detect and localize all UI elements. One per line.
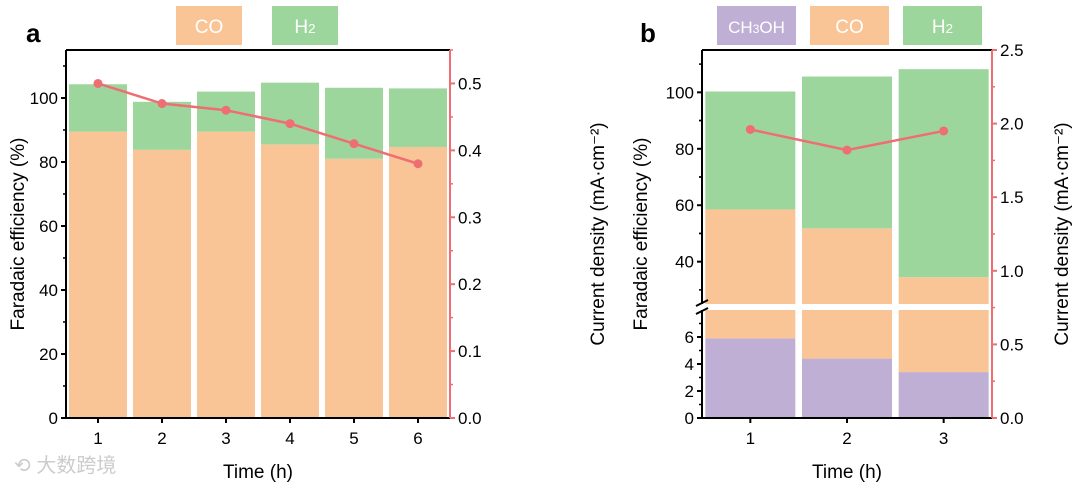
current-density-point: [221, 105, 231, 115]
panel-b: b CH3OH CO H2 40 60 80 100 0 2 4 6 0.0 0.5 1.0 1.5 2.0 2.…: [631, 6, 1073, 483]
y-tick-label: 2: [685, 382, 694, 401]
current-density-point: [842, 145, 852, 155]
bar-co: [705, 310, 796, 339]
y-tick-label: 6: [685, 328, 694, 347]
legend-swatch-co: [176, 6, 242, 45]
y-axis-title: Faradaic efficiency (%): [631, 138, 652, 331]
current-density-point: [93, 78, 103, 88]
y-right-tick-label: 1.5: [1000, 188, 1024, 207]
y-tick-label: 60: [39, 217, 58, 236]
y-right-tick-label: 0.0: [1000, 409, 1024, 428]
y-tick-label: 100: [30, 89, 58, 108]
legend-label-h2: H2: [294, 17, 315, 38]
y-tick-label: 40: [675, 253, 694, 272]
y-tick-label: 40: [39, 281, 58, 300]
current-density-point: [939, 126, 949, 136]
y-right-axis-title: Current density (mA·cm⁻²): [588, 122, 609, 345]
axis-break-mark: [695, 299, 709, 307]
bar-co: [389, 146, 447, 418]
x-tick-label: 3: [221, 429, 230, 448]
y-right-tick-label: 2.5: [1000, 41, 1024, 60]
y-tick-label: 80: [675, 140, 694, 159]
y-right-axis-title: Current density (mA·cm⁻²): [1052, 122, 1073, 345]
y-right-tick-label: 0.5: [458, 74, 482, 93]
bar-co: [261, 144, 319, 418]
x-axis-title: Time (h): [812, 462, 882, 483]
x-tick-label: 2: [842, 429, 851, 448]
bar-ch3oh: [802, 358, 892, 418]
y-tick-label: 0: [685, 409, 694, 428]
bar-h2: [389, 88, 447, 147]
y-right-tick-label: 0.5: [1000, 335, 1024, 354]
panel-a: a CO H2 0 20 40 60 80 100 0.0 0.1 0.2 0.3 0.4 0.5 1 2 3 4 5…: [8, 6, 609, 483]
x-tick-label: 5: [349, 429, 358, 448]
legend-label-h2: H2: [932, 17, 953, 38]
y-right-tick-label: 0.1: [458, 342, 482, 361]
bar-h2: [705, 91, 796, 210]
current-density-point: [157, 99, 167, 109]
bar-h2: [898, 69, 989, 278]
bar-co: [802, 310, 892, 359]
bar-h2: [69, 84, 127, 132]
bar-co: [802, 228, 892, 304]
current-density-point: [349, 139, 359, 149]
current-density-line: [97, 82, 419, 165]
legend-label-ch3oh: CH3OH: [728, 18, 785, 37]
y-right-tick-label: 0.4: [458, 141, 482, 160]
bar-co: [898, 277, 989, 304]
legend-swatch-h2: [903, 6, 982, 45]
legend-label-co: CO: [195, 17, 224, 38]
bar-ch3oh: [898, 372, 989, 418]
y-right-tick-label: 0.2: [458, 275, 482, 294]
bar-co: [197, 131, 255, 418]
y-right-tick-label: 0.3: [458, 208, 482, 227]
x-axis-title: Time (h): [223, 462, 293, 483]
y-right-tick-label: 1.0: [1000, 262, 1024, 281]
panel-label: b: [640, 18, 656, 48]
current-density-point: [413, 159, 423, 169]
current-density-point: [285, 119, 295, 129]
y-axis-title: Faradaic efficiency (%): [8, 138, 29, 331]
y-tick-label: 60: [675, 196, 694, 215]
y-tick-label: 4: [685, 355, 694, 374]
bar-co: [898, 310, 989, 373]
x-tick-label: 1: [93, 429, 102, 448]
legend-swatch-h2: [272, 6, 338, 45]
x-tick-label: 4: [285, 429, 294, 448]
bar-co: [325, 158, 383, 419]
x-tick-label: 2: [157, 429, 166, 448]
current-density-point: [745, 124, 755, 134]
y-right-tick-label: 0.0: [458, 409, 482, 428]
y-tick-label: 80: [39, 153, 58, 172]
legend-label-co: CO: [835, 17, 864, 38]
y-tick-label: 100: [666, 83, 694, 102]
x-tick-label: 6: [413, 429, 422, 448]
y-right-tick-label: 2.0: [1000, 115, 1024, 134]
bar-co: [69, 131, 127, 418]
legend-swatch-ch3oh: [717, 6, 796, 45]
panel-label: a: [26, 18, 41, 48]
legend-swatch-co: [810, 6, 889, 45]
y-tick-label: 20: [39, 345, 58, 364]
bar-co: [133, 149, 191, 418]
bar-h2: [133, 101, 191, 150]
bar-ch3oh: [705, 338, 796, 418]
axis-break-mark: [695, 307, 709, 315]
y-tick-label: 0: [49, 409, 58, 428]
watermark: ⟲ 大数跨境: [14, 454, 116, 477]
bar-co: [705, 209, 796, 304]
bar-h2: [261, 82, 319, 145]
x-tick-label: 3: [939, 429, 948, 448]
x-tick-label: 1: [746, 429, 755, 448]
